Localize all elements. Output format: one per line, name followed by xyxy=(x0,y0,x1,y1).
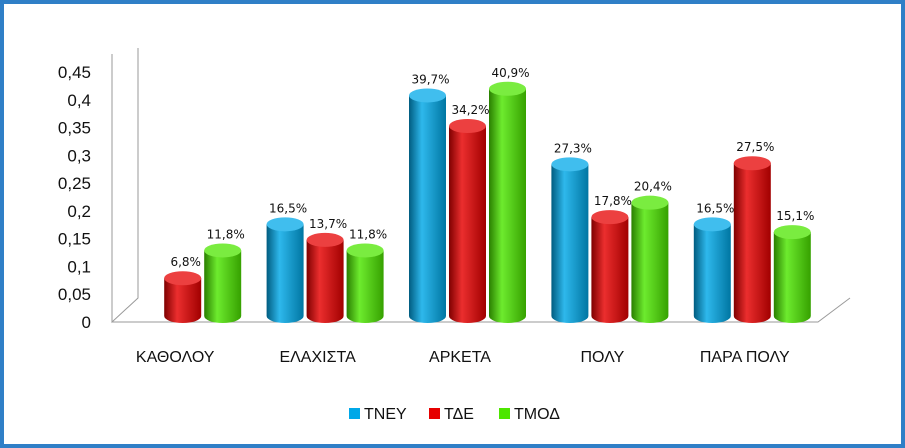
bar xyxy=(693,217,731,324)
bar xyxy=(733,156,771,324)
y-tick-label: 0,25 xyxy=(58,174,91,193)
bar-top xyxy=(733,156,771,171)
data-label: 16,5% xyxy=(696,201,734,215)
y-tick-label: 0,3 xyxy=(67,146,91,165)
bar-top xyxy=(489,81,526,96)
data-label: 27,3% xyxy=(554,141,592,155)
legend-label: ΤΜΟΔ xyxy=(514,406,560,423)
bar xyxy=(773,225,811,324)
bar xyxy=(409,88,446,324)
data-label: 13,7% xyxy=(309,217,347,231)
y-tick-label: 0,45 xyxy=(58,63,91,82)
bar xyxy=(449,119,486,324)
bar-body xyxy=(164,278,202,324)
bar-top xyxy=(551,157,589,172)
bar-body xyxy=(449,126,486,324)
bar-top xyxy=(164,271,202,286)
y-tick-label: 0,15 xyxy=(58,230,91,249)
bar-body xyxy=(266,224,304,324)
y-tick-label: 0,05 xyxy=(58,285,91,304)
data-label: 17,8% xyxy=(594,194,632,208)
bar-body xyxy=(489,88,526,324)
y-tick-label: 0,35 xyxy=(58,119,91,138)
bar-body xyxy=(733,163,771,324)
legend-swatch xyxy=(349,408,360,419)
bar-top xyxy=(306,232,344,247)
bar-top xyxy=(773,225,811,240)
x-tick-label: ΕΛΑΧΙΣΤΑ xyxy=(279,349,356,366)
x-tick-label: ΠΑΡΑ ΠΟΛΥ xyxy=(700,349,790,366)
bar-body xyxy=(773,232,811,324)
x-tick-label: ΠΟΛΥ xyxy=(580,349,624,366)
bar xyxy=(551,157,589,324)
legend-label: ΤΔΕ xyxy=(444,406,474,423)
bar-body xyxy=(204,250,242,324)
bar-top xyxy=(693,217,731,232)
legend-swatch xyxy=(499,408,510,419)
y-tick-label: 0,1 xyxy=(67,257,91,276)
bar xyxy=(266,217,304,324)
bar-top xyxy=(631,195,669,210)
bar-top xyxy=(591,210,629,225)
bar-top xyxy=(346,243,384,258)
y-tick-label: 0 xyxy=(82,313,91,332)
data-label: 11,8% xyxy=(207,227,245,241)
bar-body xyxy=(551,164,589,324)
y-tick-label: 0,2 xyxy=(67,202,91,221)
bar-body xyxy=(693,224,731,324)
data-label: 6,8% xyxy=(170,255,201,269)
data-labels: 6,8%11,8%16,5%13,7%11,8%39,7%34,2%40,9%2… xyxy=(170,66,814,269)
data-label: 15,1% xyxy=(776,209,814,223)
y-axis-line xyxy=(111,48,139,324)
legend-label: ΤΝΕΥ xyxy=(364,406,407,423)
bar xyxy=(631,195,669,324)
bar-top xyxy=(266,217,304,232)
legend: ΤΝΕΥ ΤΔΕ ΤΜΟΔ xyxy=(349,406,560,423)
bar-top xyxy=(409,88,446,103)
legend-swatch xyxy=(429,408,440,419)
chart-bars xyxy=(164,81,811,324)
bar-body xyxy=(306,239,344,324)
floor-line xyxy=(112,297,851,323)
y-tick-label: 0,4 xyxy=(67,91,91,110)
data-label: 16,5% xyxy=(269,201,307,215)
data-label: 20,4% xyxy=(634,180,672,194)
data-label: 34,2% xyxy=(451,103,489,117)
chart-axes: 0 0,05 0,1 0,15 0,2 0,25 0,3 0,35 0,4 0,45 ΚΑΘΟΛΟΥ… xyxy=(58,48,851,366)
data-label: 27,5% xyxy=(736,140,774,154)
bar-body xyxy=(409,95,446,324)
bar-top xyxy=(449,119,486,133)
x-tick-label: ΑΡΚΕΤΑ xyxy=(429,349,491,366)
bar-body xyxy=(346,250,384,324)
data-label: 11,8% xyxy=(349,227,387,241)
bar-body xyxy=(591,217,629,324)
bar-top xyxy=(204,243,242,258)
bar xyxy=(164,271,202,324)
data-label: 40,9% xyxy=(491,66,529,80)
bar xyxy=(306,232,344,324)
bar-body xyxy=(631,202,669,324)
bar xyxy=(204,243,242,324)
bar xyxy=(489,81,526,324)
bar xyxy=(591,210,629,324)
x-tick-label: ΚΑΘΟΛΟΥ xyxy=(136,349,215,366)
bar xyxy=(346,243,384,324)
data-label: 39,7% xyxy=(411,72,449,86)
